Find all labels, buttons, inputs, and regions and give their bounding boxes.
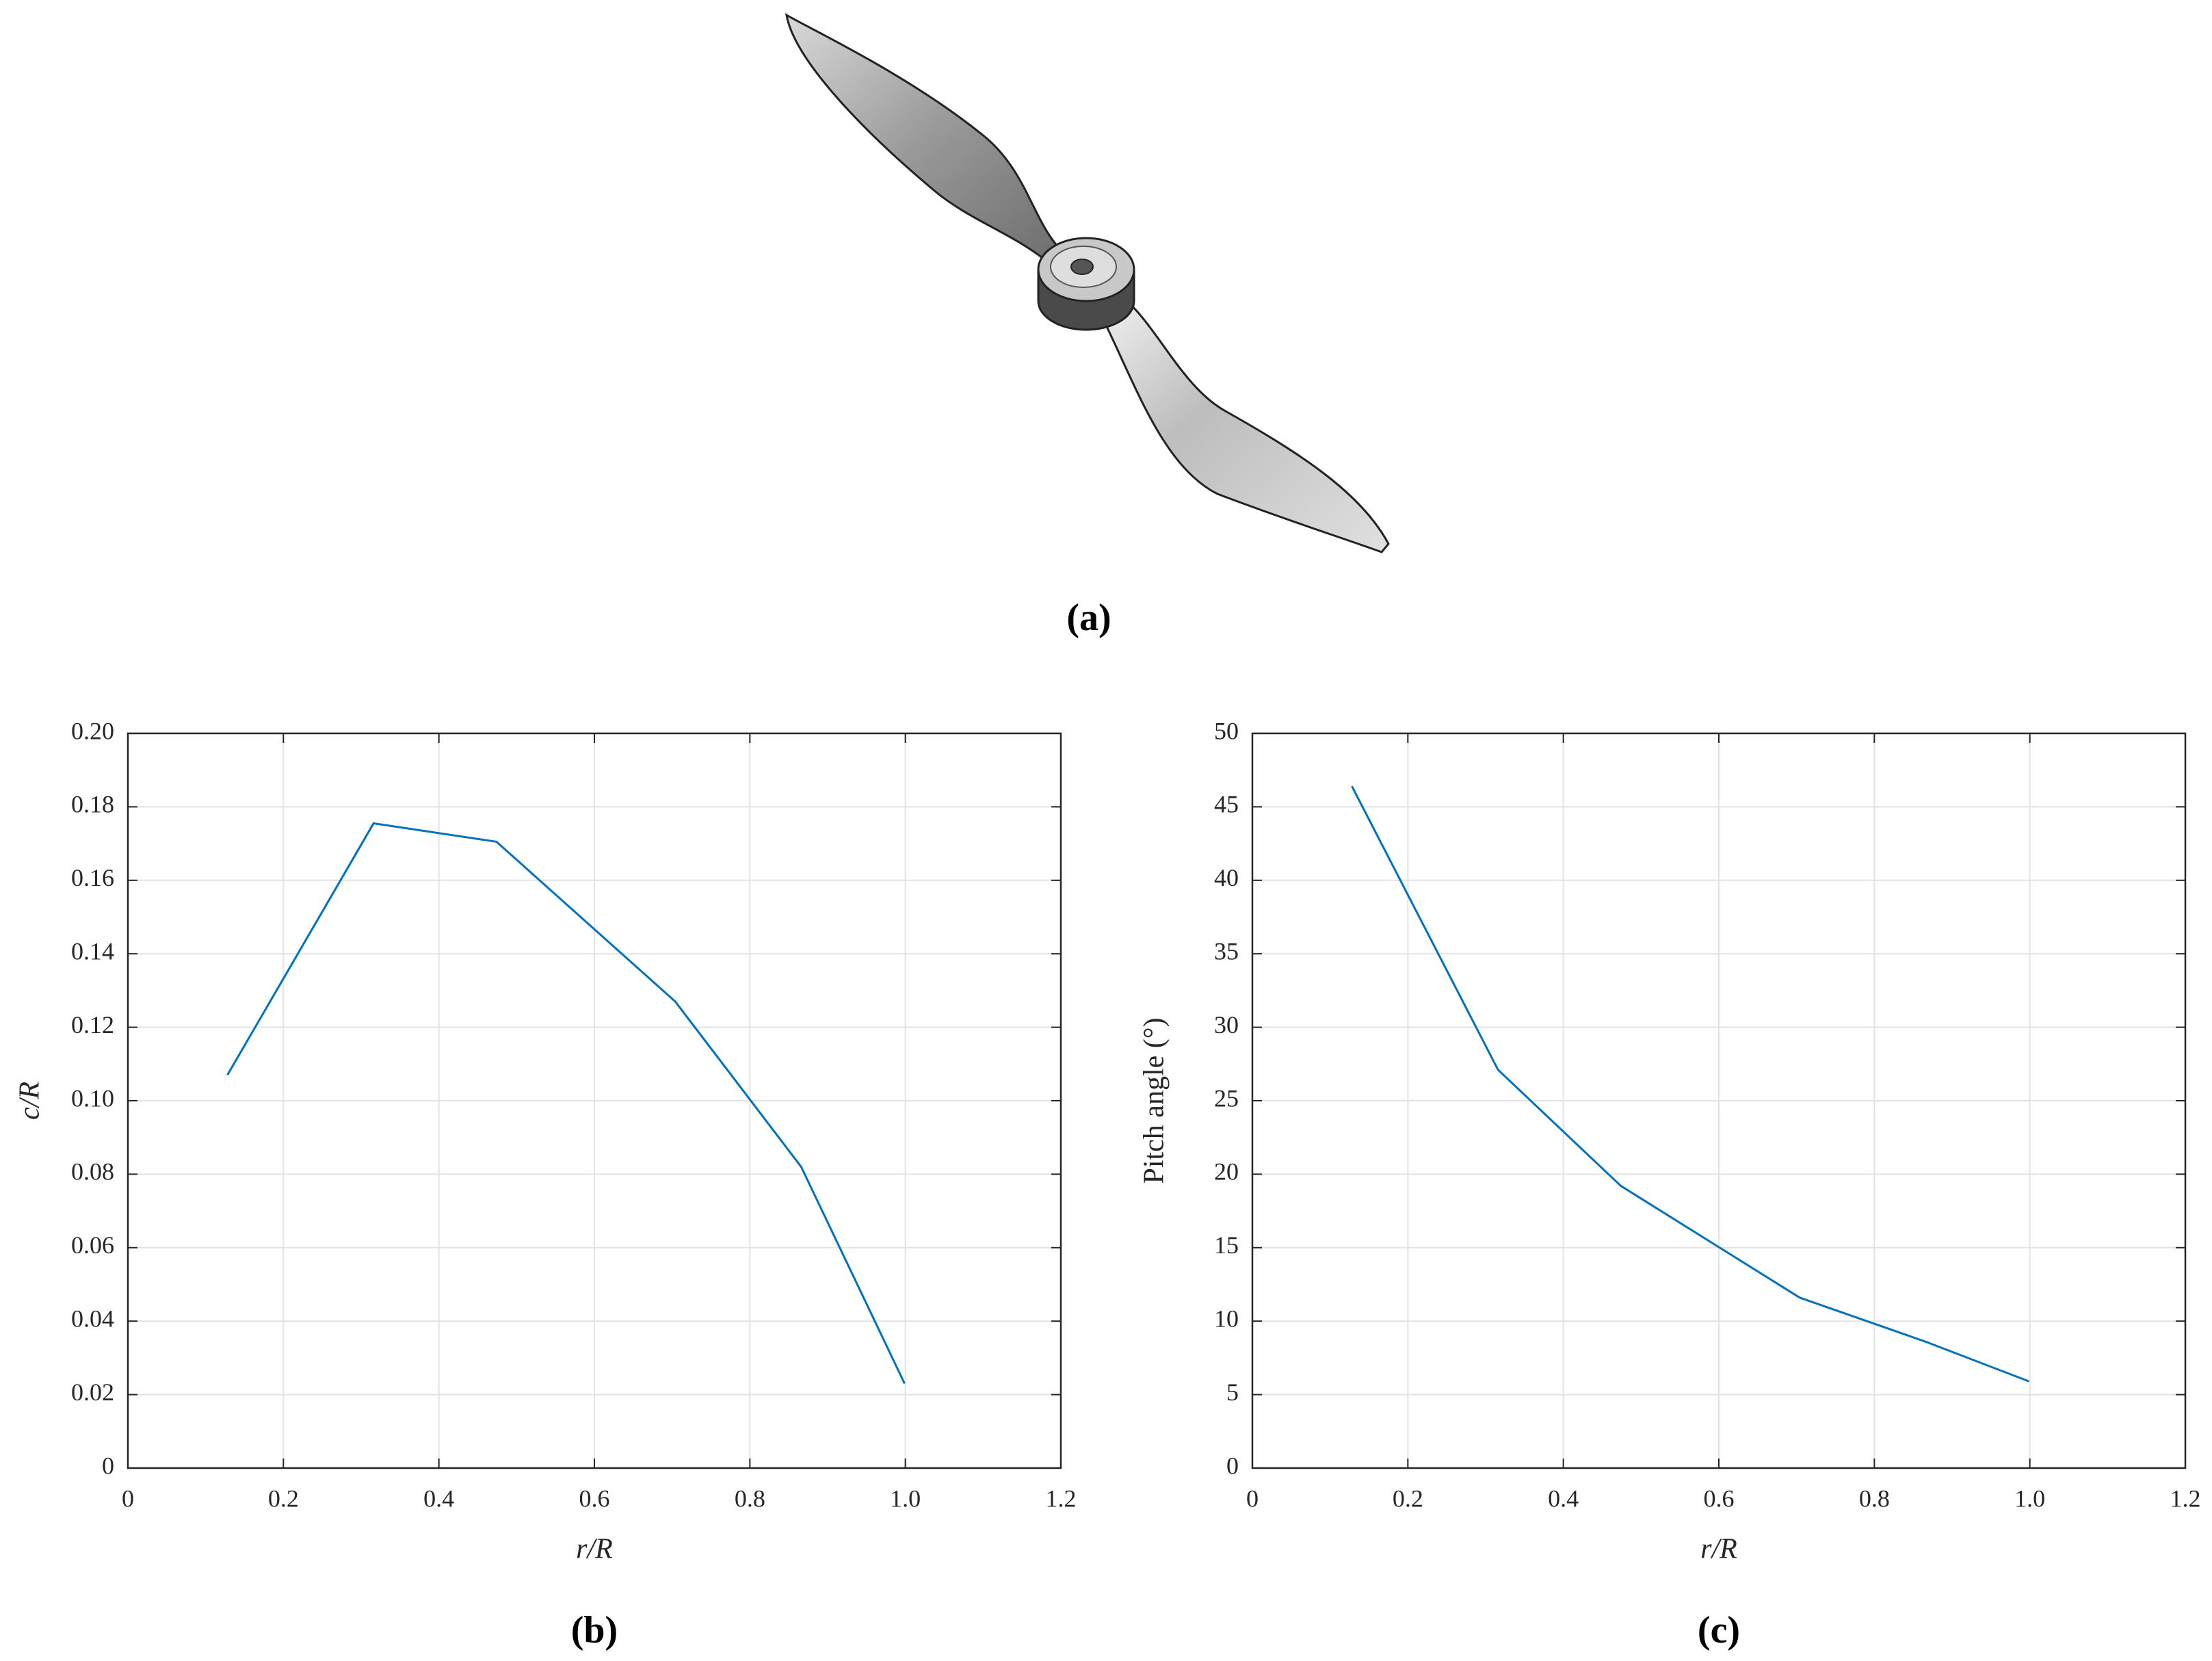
x-tick-label: 0.8	[1859, 1485, 1890, 1512]
y-axis-label: c/R	[14, 1082, 46, 1120]
plot-frame	[127, 732, 1062, 1469]
plot-frame	[1251, 732, 2187, 1469]
chart: 0 0.02 0.04 0.06 0.08 0.10 0.12 0.14 0.16 0.18 0.2…	[14, 717, 1077, 1651]
y-tick-label: 0.10	[71, 1084, 114, 1112]
x-tick-label: 1.2	[1046, 1485, 1077, 1512]
x-tick-label: 0	[1246, 1485, 1259, 1512]
x-tick-label: 0.2	[268, 1485, 299, 1512]
x-tick-label: 0.2	[1393, 1485, 1423, 1512]
x-axis-label: r/R	[576, 1534, 613, 1565]
y-tick-label: 50	[1214, 717, 1239, 744]
y-tick-label: 0.20	[71, 717, 114, 744]
blade	[1101, 291, 1390, 553]
hub-hole	[1070, 259, 1094, 275]
x-tick-label: 0.8	[735, 1485, 765, 1512]
x-tick-label: 0.6	[579, 1485, 610, 1512]
y-tick-label: 15	[1214, 1231, 1239, 1259]
data-line	[1351, 785, 2030, 1383]
y-tick-label: 35	[1214, 937, 1239, 965]
y-axis-label: Pitch angle (°)	[1139, 1017, 1170, 1183]
y-tick-label: 0.14	[71, 937, 114, 965]
y-tick-label: 0.04	[71, 1305, 114, 1332]
y-tick-label: 10	[1214, 1305, 1239, 1332]
data-line	[226, 822, 906, 1385]
x-tick-label: 0.4	[1548, 1485, 1579, 1512]
y-tick-label: 0.18	[71, 791, 114, 818]
y-tick-label: 0.02	[71, 1378, 114, 1406]
x-tick-label: 1.0	[890, 1485, 921, 1512]
y-tick-label: 0.16	[71, 864, 114, 891]
chart: 0 5 10 15 20 25 30 35 40 45 50 0 0.2 0.4 0.6 0.8 1.0 1.2 r…	[1139, 717, 2201, 1651]
y-tick-label: 0	[102, 1452, 114, 1479]
y-tick-label: 0	[1226, 1452, 1239, 1479]
blade	[785, 13, 1061, 261]
propeller-illustration	[785, 13, 1390, 553]
panel-label: (a)	[1066, 597, 1111, 639]
y-tick-label: 0.12	[71, 1011, 114, 1038]
y-tick-label: 0.08	[71, 1158, 114, 1186]
y-tick-label: 5	[1226, 1378, 1239, 1406]
panel-label: (b)	[571, 1609, 618, 1651]
x-tick-label: 0.6	[1704, 1485, 1735, 1512]
y-tick-label: 25	[1214, 1084, 1239, 1112]
x-tick-label: 1.0	[2014, 1485, 2045, 1512]
panel-label: (c)	[1698, 1609, 1740, 1651]
y-tick-label: 30	[1214, 1011, 1239, 1038]
y-tick-label: 0.06	[71, 1231, 114, 1259]
y-tick-label: 20	[1214, 1158, 1239, 1186]
y-tick-label: 40	[1214, 864, 1239, 891]
x-tick-label: 0	[122, 1485, 134, 1512]
x-tick-label: 0.4	[423, 1485, 454, 1512]
y-tick-label: 45	[1214, 791, 1239, 818]
x-tick-label: 1.2	[2170, 1485, 2201, 1512]
x-axis-label: r/R	[1700, 1534, 1737, 1565]
